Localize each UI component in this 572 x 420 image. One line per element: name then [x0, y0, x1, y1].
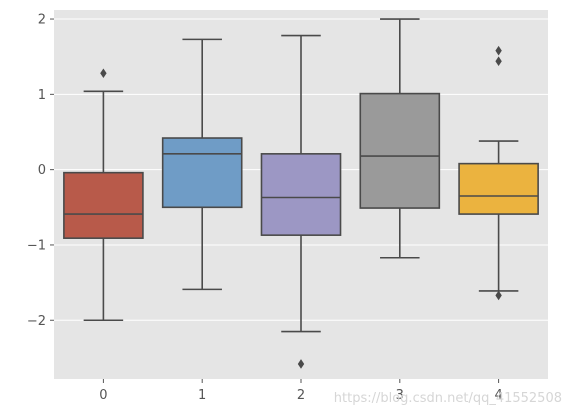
iqr-box: [161, 137, 243, 209]
y-tick-label: −2: [27, 314, 46, 329]
x-tick-label: 4: [494, 388, 502, 403]
y-tick-label: 1: [38, 88, 46, 103]
outlier-point: [495, 290, 502, 301]
x-tick-label: 2: [297, 388, 305, 403]
box-group: [260, 34, 342, 369]
y-tick-label: −1: [27, 238, 46, 253]
outlier-point: [297, 359, 305, 369]
outlier-point: [495, 56, 502, 67]
box-group: [458, 45, 539, 301]
x-axis: 0 1 2 3 4: [99, 379, 503, 403]
iqr-box: [458, 162, 539, 215]
box-group: [161, 38, 243, 291]
y-axis: −2 −1 0 1 2: [27, 13, 54, 329]
boxes: [63, 18, 539, 369]
iqr-box: [260, 153, 342, 236]
y-tick-label: 2: [38, 13, 46, 28]
x-tick-label: 0: [99, 388, 107, 403]
iqr-box: [359, 92, 441, 209]
outlier-point: [100, 68, 107, 79]
box-group: [359, 18, 441, 259]
outlier-point: [495, 45, 502, 56]
iqr-box: [63, 171, 144, 239]
watermark-text: https://blog.csdn.net/qq_41552508: [334, 391, 562, 406]
x-tick-label: 1: [198, 388, 206, 403]
x-tick-label: 3: [396, 388, 404, 403]
y-tick-label: 0: [38, 163, 46, 178]
box-group: [63, 68, 144, 322]
